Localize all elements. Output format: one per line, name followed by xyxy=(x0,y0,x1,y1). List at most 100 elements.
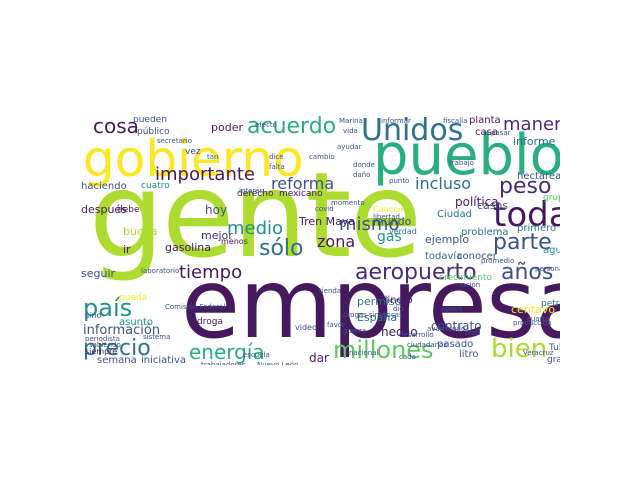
cloud-word: crecimiento xyxy=(439,273,492,283)
cloud-word: parte xyxy=(493,230,552,255)
cloud-word: Unidos xyxy=(361,116,464,148)
cloud-word: agua xyxy=(543,245,560,256)
cloud-word: Tulum xyxy=(549,343,560,353)
cloud-word: covid xyxy=(315,205,334,213)
cloud-word: asunto xyxy=(119,317,154,328)
cloud-word: Veracruz xyxy=(523,349,554,357)
cloud-word: Marina xyxy=(339,117,363,125)
cloud-word: libertad xyxy=(373,213,400,221)
cloud-word: público xyxy=(137,127,170,137)
cloud-word: tan xyxy=(207,153,219,161)
cloud-word: pueda xyxy=(119,293,148,303)
cloud-word: ir xyxy=(123,243,131,256)
cloud-word: tienda xyxy=(319,287,342,295)
cloud-word: reforma xyxy=(271,174,335,193)
cloud-word: producción xyxy=(513,319,552,327)
cloud-word: mundo xyxy=(373,215,412,228)
cloud-word: nacional xyxy=(349,349,379,357)
cloud-word: menos xyxy=(221,237,248,246)
cloud-word: trabajo xyxy=(449,159,474,167)
cloud-word: vida xyxy=(343,127,358,135)
cloud-word: mismo xyxy=(339,214,400,235)
cloud-word: todavía xyxy=(425,251,463,262)
cloud-word: bien xyxy=(491,334,548,364)
cloud-word: casa xyxy=(475,127,498,138)
cloud-word: video xyxy=(295,323,317,332)
cloud-word: empresa xyxy=(181,248,560,360)
cloud-word: peso xyxy=(499,174,552,199)
cloud-word: haciendo xyxy=(81,181,127,192)
cloud-word: falta xyxy=(269,163,285,171)
cloud-word: trabajadores xyxy=(201,361,246,366)
cloud-word: gas xyxy=(377,229,402,245)
cloud-word: pueden xyxy=(133,116,167,125)
cloud-word: mejor xyxy=(201,229,233,242)
cloud-word: sólo xyxy=(259,236,304,261)
cloud-word: precio xyxy=(83,336,151,361)
cloud-word: tiempo xyxy=(179,262,243,283)
cloud-word: ayudar xyxy=(337,143,362,151)
cloud-word: zona xyxy=(317,232,356,251)
cloud-word: casos xyxy=(477,199,508,212)
cloud-word: mexicano xyxy=(279,189,323,199)
cloud-word: pueblo xyxy=(373,123,560,188)
cloud-word: política xyxy=(455,195,499,209)
cloud-word: hecho xyxy=(381,325,418,339)
cloud-word: manera xyxy=(503,116,560,135)
cloud-word: favor xyxy=(327,321,346,329)
cloud-word: efecto xyxy=(255,121,277,129)
cloud-word: drogas sintéticas xyxy=(343,311,403,319)
cloud-word: desarrollo xyxy=(399,331,434,339)
cloud-word: acuerdo xyxy=(247,116,337,139)
cloud-word: litro xyxy=(459,349,479,360)
cloud-word: vez xyxy=(185,147,201,157)
cloud-word: periodista xyxy=(85,335,120,343)
word-cloud: gente empresa pueblo gobierno Unidos tod… xyxy=(81,116,560,365)
cloud-word: permiso xyxy=(357,295,402,308)
cloud-word: dio xyxy=(393,305,404,313)
cloud-word: debe xyxy=(117,205,140,215)
cloud-word: después xyxy=(81,203,127,216)
cloud-word: donde xyxy=(353,161,375,169)
cloud-word: informe xyxy=(513,135,556,148)
cloud-word: ejemplo xyxy=(425,233,470,246)
cloud-word: sistema xyxy=(143,333,171,341)
cloud-word: verdad xyxy=(389,227,417,236)
cloud-word: gasolina xyxy=(165,241,212,254)
cloud-word: avanzando xyxy=(427,325,466,333)
cloud-word: millones xyxy=(333,336,434,364)
cloud-word: país xyxy=(83,294,133,322)
cloud-word: España xyxy=(357,311,398,324)
cloud-word: gran xyxy=(547,355,560,365)
cloud-word: hectáreas xyxy=(517,171,560,182)
cloud-word: Nuevo León xyxy=(257,361,299,366)
cloud-word: gobierno xyxy=(83,130,304,188)
cloud-word: laboratorio xyxy=(141,267,180,275)
cloud-word: guerra xyxy=(343,327,367,335)
cloud-word: grupo xyxy=(543,193,560,203)
cloud-word: apoyo xyxy=(441,305,463,313)
cloud-word: seguir xyxy=(81,267,116,280)
cloud-word: iniciativa xyxy=(141,355,187,366)
cloud-word: contrato xyxy=(431,319,482,333)
cloud-word: escuela xyxy=(243,351,270,359)
cloud-word: conocer xyxy=(457,251,497,262)
cloud-word: dar xyxy=(309,351,329,365)
cloud-word: derecho xyxy=(237,189,274,199)
cloud-word: promedio xyxy=(481,257,515,265)
cloud-word: petróleo xyxy=(541,299,560,309)
cloud-word: droga xyxy=(197,317,223,327)
cloud-word: interés xyxy=(239,187,264,195)
cloud-word: importante xyxy=(155,164,256,185)
cloud-word: medio xyxy=(227,218,284,239)
cloud-word: ciudadanos xyxy=(407,341,448,349)
cloud-word: semana xyxy=(97,355,137,366)
cloud-word: cuatro xyxy=(141,181,170,191)
cloud-word: siempre xyxy=(85,347,118,356)
cloud-word: fiscalía xyxy=(443,117,468,125)
cloud-word: pasado xyxy=(437,339,474,350)
cloud-word: nación xyxy=(457,281,481,289)
cloud-word: energía xyxy=(189,340,265,364)
cloud-word: Comisión Federal xyxy=(165,303,226,311)
